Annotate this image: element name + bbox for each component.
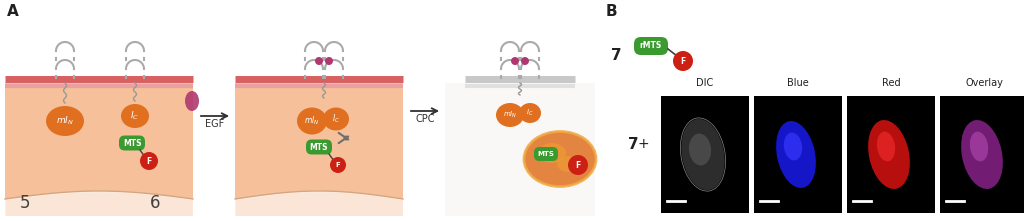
Text: rMTS: rMTS <box>640 42 663 51</box>
Text: +: + <box>637 137 649 152</box>
Ellipse shape <box>681 119 725 190</box>
FancyBboxPatch shape <box>119 135 145 151</box>
Text: EGF: EGF <box>206 119 224 129</box>
Text: DIC: DIC <box>696 78 714 88</box>
Text: F: F <box>146 156 152 166</box>
Ellipse shape <box>776 121 816 188</box>
Bar <box>662 96 749 213</box>
Text: $mI_N$: $mI_N$ <box>503 110 517 120</box>
Text: MTS: MTS <box>538 151 554 157</box>
Bar <box>754 96 842 213</box>
FancyBboxPatch shape <box>306 139 332 154</box>
Ellipse shape <box>496 103 524 127</box>
Ellipse shape <box>557 156 579 172</box>
Ellipse shape <box>121 104 150 128</box>
Bar <box>445 83 595 216</box>
Circle shape <box>511 57 519 65</box>
Ellipse shape <box>297 107 327 135</box>
Text: 5: 5 <box>19 194 31 212</box>
Text: 7: 7 <box>628 137 638 152</box>
Ellipse shape <box>784 133 802 160</box>
Ellipse shape <box>185 91 199 111</box>
FancyBboxPatch shape <box>534 147 558 161</box>
Text: $mI_N$: $mI_N$ <box>56 115 74 127</box>
Ellipse shape <box>689 133 711 166</box>
Bar <box>940 96 1024 213</box>
Ellipse shape <box>877 131 895 161</box>
Circle shape <box>315 57 323 65</box>
Circle shape <box>568 155 588 175</box>
Ellipse shape <box>868 120 910 189</box>
Text: F: F <box>575 160 581 170</box>
Text: MTS: MTS <box>309 143 329 152</box>
Ellipse shape <box>538 143 566 163</box>
Text: 7: 7 <box>611 48 622 63</box>
Circle shape <box>330 157 346 173</box>
Circle shape <box>140 152 158 170</box>
Text: Overlay: Overlay <box>965 78 1002 88</box>
Ellipse shape <box>46 106 84 136</box>
FancyBboxPatch shape <box>634 37 668 55</box>
Text: A: A <box>7 4 18 19</box>
Text: Red: Red <box>882 78 900 88</box>
Circle shape <box>343 135 348 141</box>
Circle shape <box>325 57 333 65</box>
Text: $mI_N$: $mI_N$ <box>304 115 319 127</box>
Bar <box>847 96 935 213</box>
Text: $I_C$: $I_C$ <box>526 108 534 118</box>
Text: F: F <box>680 57 686 65</box>
Circle shape <box>521 57 529 65</box>
Text: $I_C$: $I_C$ <box>332 113 340 125</box>
Text: F: F <box>336 162 340 168</box>
Ellipse shape <box>524 131 596 187</box>
Ellipse shape <box>962 120 1002 189</box>
Text: $I_C$: $I_C$ <box>130 110 139 122</box>
Text: B: B <box>606 4 617 19</box>
Bar <box>234 83 403 216</box>
Ellipse shape <box>970 131 988 161</box>
Circle shape <box>673 51 693 71</box>
Text: 6: 6 <box>150 194 160 212</box>
Ellipse shape <box>323 107 349 130</box>
Bar <box>5 83 193 216</box>
Text: Blue: Blue <box>787 78 809 88</box>
Ellipse shape <box>519 103 541 123</box>
Text: MTS: MTS <box>123 139 141 147</box>
Text: CPC: CPC <box>416 114 435 124</box>
